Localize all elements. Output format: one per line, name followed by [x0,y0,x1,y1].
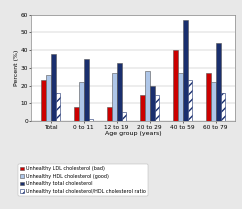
Bar [112,73,117,121]
Bar [41,80,46,121]
Bar [178,73,183,121]
Bar [74,107,79,121]
Bar [188,80,192,121]
Bar [206,73,211,121]
Bar [183,20,188,121]
Y-axis label: Percent (%): Percent (%) [14,50,19,86]
Bar [46,75,51,121]
Bar [83,59,89,121]
Bar [121,112,127,121]
Bar [220,93,226,121]
Bar [140,94,145,121]
X-axis label: Age group (years): Age group (years) [105,131,161,136]
Legend: Unhealthy LDL cholesterol (bad), Unhealthy HDL cholesterol (good), Unhealthy tot: Unhealthy LDL cholesterol (bad), Unhealt… [18,164,148,196]
Bar [155,94,159,121]
Bar [145,71,150,121]
Bar [89,119,93,121]
Bar [150,86,155,121]
Bar [117,63,121,121]
Bar [79,82,83,121]
Bar [51,54,56,121]
Bar [107,107,112,121]
Bar [211,82,216,121]
Bar [56,93,60,121]
Bar [216,43,220,121]
Bar [173,50,178,121]
